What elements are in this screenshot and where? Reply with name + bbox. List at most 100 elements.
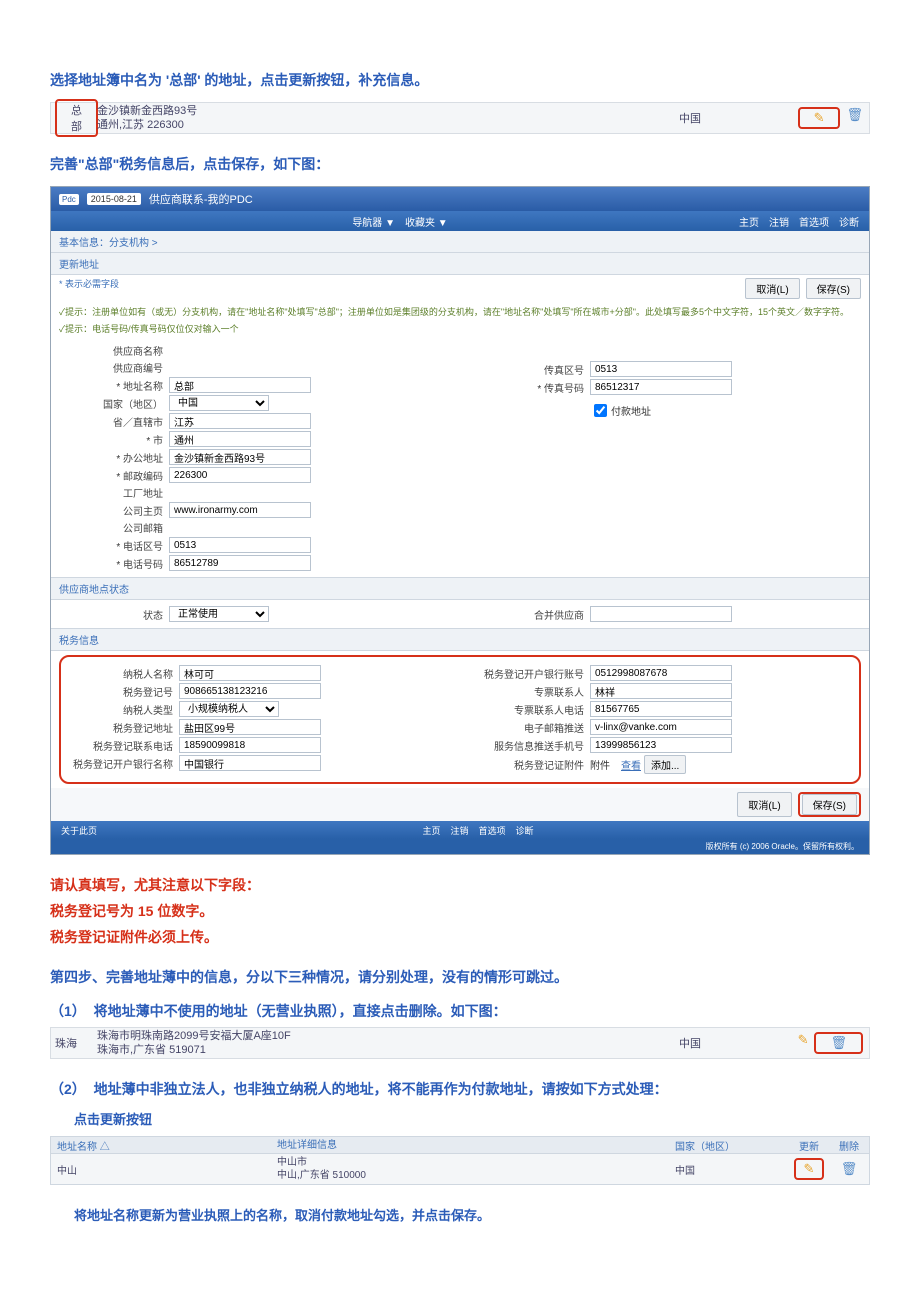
warning-1: 请认真填写，尤其注意以下字段： [50,875,870,895]
step-2: （2） 地址薄中非独立法人，也非独立纳税人的地址，将不能再作为付款地址，请按如下… [50,1079,870,1099]
input-tax-bank-name[interactable] [179,755,321,771]
chk-pay-addr[interactable] [594,404,607,417]
lbl-tax-cert-attach: 税务登记证附件 [480,757,590,772]
save-highlight: 保存(S) [798,792,861,817]
tax-info-highlight: 纳税人名称 税务登记号 纳税人类型小规模纳税人 税务登记地址 税务登记联系电话 … [59,655,861,784]
app-footer: 关于此页 主页 注销 首选项 诊断 [51,821,869,839]
lbl-email: 公司邮箱 [59,520,169,535]
lbl-phone-area: 电话区号 [59,538,169,553]
lbl-tax-bank-name: 税务登记开户银行名称 [69,756,179,771]
table-header: 地址名称 △ 地址详细信息 国家（地区） 更新 删除 [50,1136,870,1154]
lbl-tax-reg-addr: 税务登记地址 [69,720,179,735]
fav-dropdown[interactable]: 收藏夹 ▼ [405,214,448,229]
nav-dropdown[interactable]: 导航器 ▼ [352,214,395,229]
input-office-addr[interactable] [169,449,311,465]
lbl-tax-reg-no: 税务登记号 [69,684,179,699]
pencil-icon[interactable]: ✎ [814,110,825,126]
hint-1: ✓提示：注册单位如有（或无）分支机构，请在"地址名称"处填写"总部"；注册单位如… [51,303,869,320]
hdr-detail: 地址详细信息 [271,1137,669,1154]
footer-home[interactable]: 主页 [422,824,440,837]
input-taxpayer-name[interactable] [179,665,321,681]
input-invoice-phone[interactable] [590,701,732,717]
lbl-invoice-contact: 专票联系人 [480,684,590,699]
table-row: 中山 中山市 中山,广东省 510000 中国 ✎ 🗑 [50,1154,870,1185]
lbl-factory-addr: 工厂地址 [59,485,169,500]
addr-detail: 金沙镇新金西路93号 通州,江苏 226300 [91,102,679,135]
lbl-status: 状态 [59,607,169,622]
select-status[interactable]: 正常使用 [169,606,269,622]
lbl-svc-mobile: 服务信息推送手机号 [480,738,590,753]
input-city[interactable] [169,431,311,447]
cancel-button-top[interactable]: 取消(L) [745,278,799,299]
input-merge[interactable] [590,606,732,622]
lbl-tax-bank-acct: 税务登记开户银行账号 [480,666,590,681]
breadcrumb[interactable]: 基本信息：分支机构 > [51,231,869,253]
instruction-1: 选择地址簿中名为 '总部' 的地址，点击更新按钮，补充信息。 [50,70,870,90]
lbl-email-push: 电子邮箱推送 [480,720,590,735]
trash-icon[interactable]: 🗑 [830,1035,847,1051]
trash-icon[interactable]: 🗑 [846,107,863,129]
footer-pref[interactable]: 首选项 [479,824,506,837]
input-website[interactable] [169,502,311,518]
instruction-3: 第四步、完善地址薄中的信息，分以下三种情况，请分别处理，没有的情形可跳过。 [50,967,870,987]
input-addr-name[interactable] [169,377,311,393]
pencil-icon[interactable]: ✎ [804,1161,815,1177]
app-date: 2015-08-21 [87,193,141,205]
select-taxpayer-type[interactable]: 小规模纳税人 [179,701,279,717]
footer-about[interactable]: 关于此页 [61,824,97,837]
input-tax-reg-addr[interactable] [179,719,321,735]
edit-highlight: ✎ [794,1158,825,1180]
input-tax-reg-phone[interactable] [179,737,321,753]
input-phone-no[interactable] [169,555,311,571]
hint-2: ✓提示：电话号码/传真号码仅位仅对输入一个 [51,320,869,337]
address-table: 地址名称 △ 地址详细信息 国家（地区） 更新 删除 中山 中山市 中山,广东省… [50,1136,870,1185]
lbl-merge: 合并供应商 [480,607,590,622]
lbl-pay-addr: 付款地址 [611,403,651,418]
menu-diag[interactable]: 诊断 [839,214,859,229]
input-tax-reg-no[interactable] [179,683,321,699]
lbl-province: 省／直辖市 [59,414,169,429]
lbl-website: 公司主页 [59,503,169,518]
input-postal[interactable] [169,467,311,483]
instruction-2: 完善"总部"税务信息后，点击保存，如下图： [50,154,870,174]
menu-logout[interactable]: 注销 [769,214,789,229]
lbl-fax-no: 传真号码 [480,380,590,395]
copyright: 版权所有 (c) 2006 Oracle。保留所有权利。 [51,839,869,854]
input-svc-mobile[interactable] [590,737,732,753]
cancel-button-bottom[interactable]: 取消(L) [737,792,791,817]
input-fax-no[interactable] [590,379,732,395]
input-invoice-contact[interactable] [590,683,732,699]
cell-name: 中山 [51,1160,271,1179]
pencil-icon[interactable]: ✎ [798,1032,809,1054]
lbl-country: 国家（地区） [59,396,169,411]
sub-instruction-1: 点击更新按钮 [74,1109,870,1128]
input-tax-bank-acct[interactable] [590,665,732,681]
footer-diag[interactable]: 诊断 [516,824,534,837]
input-fax-area[interactable] [590,361,732,377]
menu-home[interactable]: 主页 [739,214,759,229]
save-button-bottom[interactable]: 保存(S) [802,794,857,815]
cell-country: 中国 [669,1160,789,1179]
trash-icon[interactable]: 🗑 [841,1161,858,1176]
app-title: 供应商联系-我的PDC [149,191,253,207]
sub-instruction-2: 将地址名称更新为营业执照上的名称，取消付款地址勾选，并点击保存。 [74,1205,870,1224]
edit-highlight: ✎ [798,107,841,129]
menu-pref[interactable]: 首选项 [799,214,829,229]
select-country[interactable]: 中国 [169,395,269,411]
save-button-top[interactable]: 保存(S) [806,278,861,299]
lbl-addr-name: 地址名称 [59,378,169,393]
addr-country: 中国 [679,110,799,126]
lbl-phone-no: 电话号码 [59,556,169,571]
input-email-push[interactable] [590,719,732,735]
input-province[interactable] [169,413,311,429]
hdr-update: 更新 [789,1138,829,1153]
lbl-taxpayer-name: 纳税人名称 [69,666,179,681]
app-logo: Pdc [59,194,79,205]
footer-logout[interactable]: 注销 [450,824,468,837]
panel-supplier-status: 供应商地点状态 [51,577,869,600]
link-attach-view[interactable]: 查看 [621,757,641,772]
hdr-name[interactable]: 地址名称 △ [51,1136,271,1155]
btn-attach-add[interactable]: 添加... [644,755,686,774]
input-phone-area[interactable] [169,537,311,553]
panel-tax-info: 税务信息 [51,628,869,651]
